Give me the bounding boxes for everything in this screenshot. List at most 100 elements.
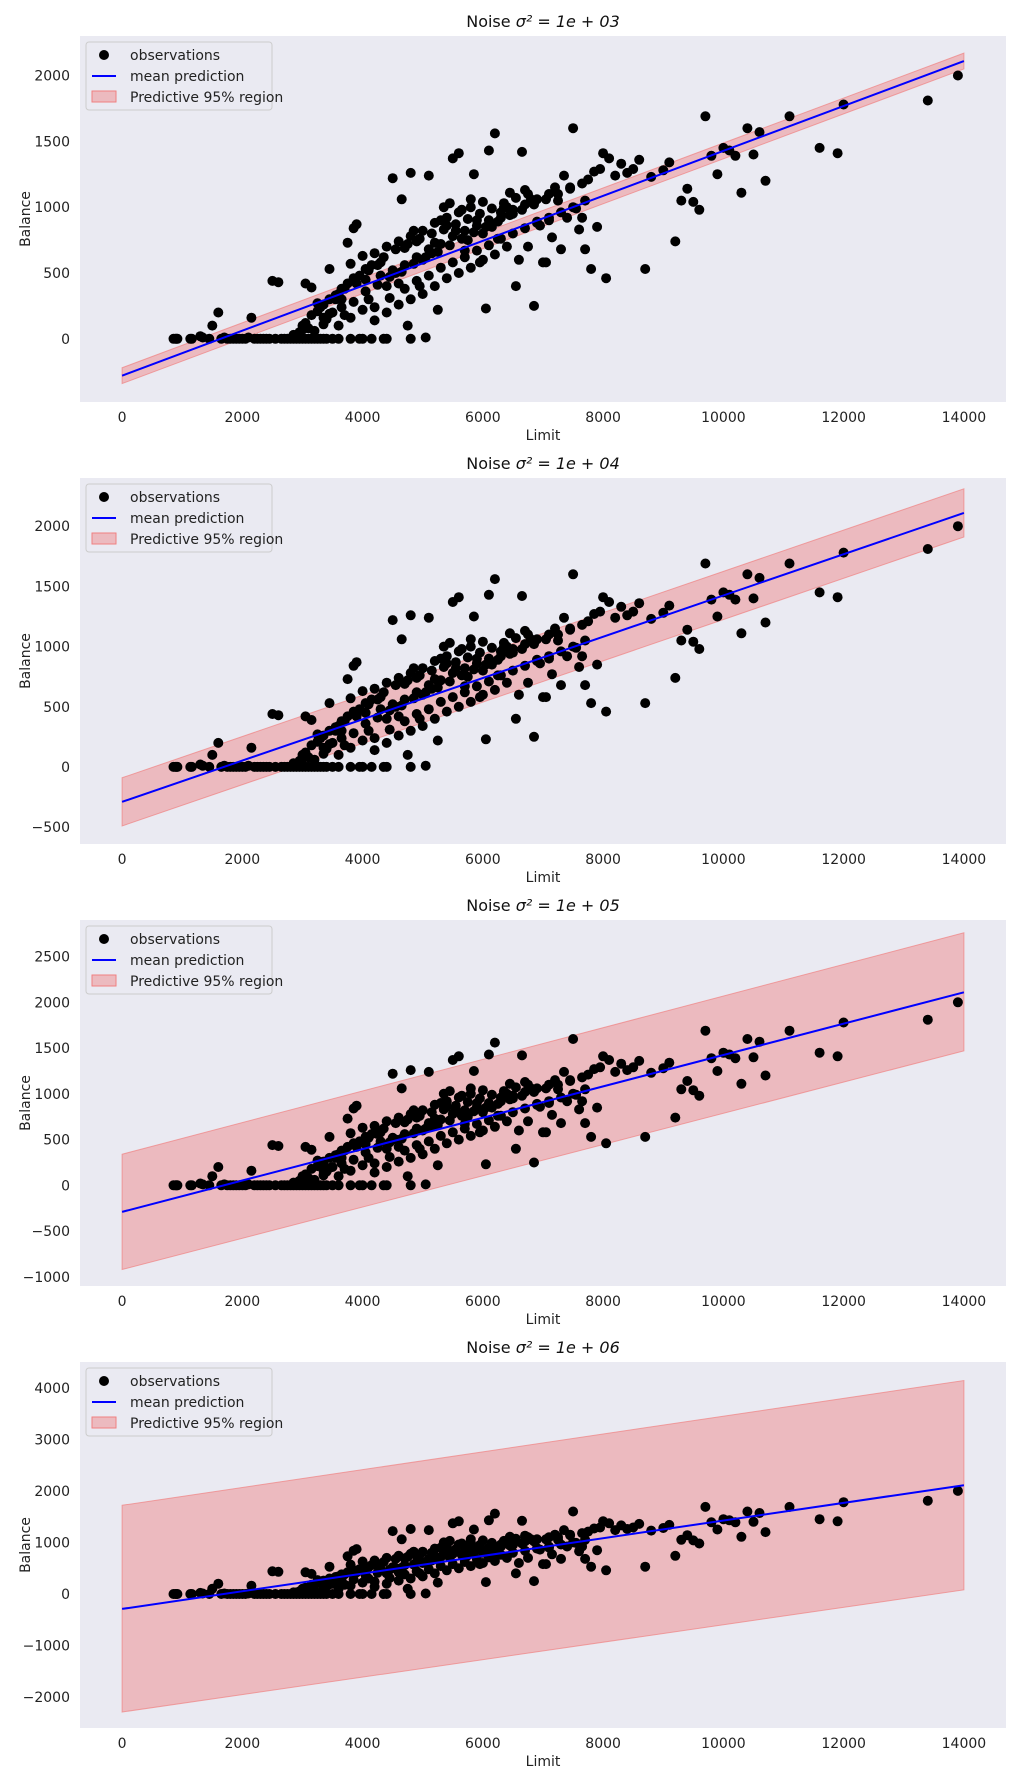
observation-point [634,1518,645,1529]
observation-point [402,1171,413,1182]
observation-point [922,544,933,554]
legend-label-mean: mean prediction [130,69,244,85]
observation-point [483,1515,494,1526]
observation-point [465,202,476,213]
observation-point [480,1577,491,1588]
observation-point [483,145,494,156]
y-tick-label: 1500 [34,1041,70,1057]
observation-point [273,710,284,721]
legend-marker-observations [99,492,109,502]
observation-point [748,1516,759,1527]
observation-point [441,1138,452,1149]
observation-point [492,216,503,227]
observation-point [465,696,476,707]
observation-point [420,760,431,771]
x-axis-label: Limit [526,870,561,886]
observation-point [577,212,588,223]
observation-point [616,1058,627,1069]
observation-point [682,624,693,635]
observation-point [541,692,551,703]
observation-point [712,1524,723,1535]
mean-prediction-line [121,60,965,377]
observation-point [742,1506,753,1517]
observation-point [435,1130,446,1141]
observation-point [360,718,371,729]
observation-point [393,1156,404,1167]
observation-point [172,1589,183,1599]
observation-point [456,670,467,681]
observation-point [273,1141,284,1151]
observation-point [351,657,362,668]
observation-point [700,1501,711,1512]
x-tick-label: 12000 [821,410,866,426]
observation-point [354,270,365,281]
observation-point [429,656,440,666]
observation-point [402,320,413,331]
observation-point [529,1576,539,1587]
observation-point [736,1078,747,1089]
observation-point [565,183,576,194]
observation-point [742,569,753,580]
observation-point [640,264,651,274]
observation-point [565,624,576,635]
plot-title-prefix: Noise [466,454,515,473]
x-tick-label: 4000 [345,1736,381,1752]
observation-point [381,713,392,724]
observation-point [553,189,563,199]
observation-point [513,1125,524,1136]
observation-point [390,1118,401,1129]
plot-title: Noise σ² = 1e + 04 [466,454,620,473]
x-tick-label: 0 [118,852,127,868]
y-tick-label: 1000 [34,640,70,656]
observation-point [414,670,425,681]
observation-point [204,761,215,772]
legend-label-band: Predictive 95% region [130,532,283,548]
observation-point [541,1127,551,1138]
observation-point [486,1537,497,1548]
legend-marker-observations [99,934,109,944]
observation-point [324,739,335,750]
legend-box [85,483,273,553]
observation-point [640,698,651,709]
x-tick-label: 10000 [701,852,746,868]
y-tick-label: 2000 [34,68,70,84]
observation-point [480,1159,491,1170]
y-tick-label: 1000 [34,200,70,216]
observation-point [345,1180,356,1191]
observation-point [357,686,368,697]
observation-point [586,698,597,709]
observation-point [784,111,795,122]
subplot-1: 0 2000 4000 6000 8000 10000 12000 14000 0 500 1000… [18,12,1006,444]
legend-box [85,1367,273,1437]
observation-point [529,1087,539,1097]
observation-point [366,333,377,344]
observation-point [423,1136,434,1147]
observation-point [420,252,431,263]
observation-point [366,1129,377,1140]
observation-point [423,170,434,181]
observation-point [814,587,825,598]
observation-point [348,1154,359,1165]
observation-point [423,1564,434,1575]
observation-point [610,1066,621,1077]
observation-point [471,1119,482,1129]
observation-point [510,1082,521,1093]
y-tick-label: 2000 [34,519,70,535]
observation-point [381,737,392,748]
observation-point [517,1090,527,1101]
observation-point [664,157,675,168]
observation-point [306,1144,317,1155]
observation-point [730,1053,741,1064]
observation-point [429,281,440,292]
observation-point [553,629,563,640]
observation-point [483,589,494,600]
observation-point [420,687,431,698]
observation-point [577,1072,588,1083]
observation-point [441,273,452,284]
observation-point [465,634,476,645]
observation-point [432,1160,443,1171]
observation-point [760,1527,771,1538]
observation-point [832,1051,843,1062]
observation-point [357,250,368,261]
observation-point [634,154,645,165]
